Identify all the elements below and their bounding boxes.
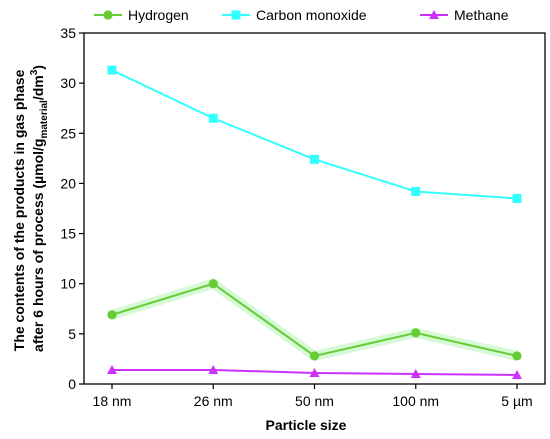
legend-marker: [231, 10, 241, 20]
x-tick-label: 100 nm: [392, 393, 439, 409]
data-point: [411, 328, 421, 338]
legend-marker: [429, 10, 439, 19]
x-tick-label: 26 nm: [194, 393, 233, 409]
legend-label: Methane: [454, 7, 509, 23]
y-tick-label: 30: [60, 75, 76, 91]
data-point: [107, 65, 117, 75]
y-tick-label: 20: [60, 175, 76, 191]
plot-area: [83, 32, 546, 385]
series-carbon-monoxide: [107, 65, 522, 203]
legend: Hydrogen Carbon monoxide Methane: [94, 7, 509, 23]
data-point: [309, 351, 320, 361]
series-methane: [107, 364, 522, 379]
data-point: [107, 364, 117, 374]
y-tick-label: 10: [60, 276, 76, 292]
legend-marker: [103, 10, 113, 20]
data-point: [512, 369, 522, 379]
legend-item: Carbon monoxide: [222, 7, 367, 23]
data-point: [512, 193, 522, 203]
y-tick-label: 0: [68, 376, 76, 392]
y-tick-label: 5: [68, 326, 76, 342]
data-point: [208, 364, 219, 374]
y-axis-title-line2: after 6 hours of process (µmol/gmaterial…: [29, 65, 50, 352]
x-tick-label: 5 µm: [501, 393, 532, 409]
y-axis-title: The contents of the products in gas phas…: [11, 65, 50, 352]
y-axis: 0 5 10 15 20 25 30 35: [60, 25, 84, 392]
data-point: [512, 351, 522, 361]
x-tick-label: 50 nm: [295, 393, 334, 409]
data-point: [208, 113, 218, 123]
series-line: [111, 69, 518, 200]
data-point: [411, 186, 421, 196]
y-tick-label: 35: [60, 25, 76, 41]
legend-label: Carbon monoxide: [256, 7, 367, 23]
series-hydrogen: [107, 278, 522, 361]
data-point: [208, 279, 218, 289]
y-axis-title-line1: The contents of the products in gas phas…: [11, 69, 27, 351]
legend-item: Methane: [420, 7, 509, 23]
y-tick-label: 25: [60, 125, 76, 141]
x-tick-label: 18 nm: [93, 393, 132, 409]
data-point: [310, 154, 319, 164]
data-point: [107, 310, 117, 320]
data-point: [410, 368, 421, 378]
data-point: [309, 367, 320, 377]
legend-label: Hydrogen: [128, 7, 189, 23]
x-axis: 18 nm 26 nm 50 nm 100 nm 5 µm: [93, 384, 533, 409]
y-tick-label: 15: [60, 226, 76, 242]
plot-frame: [83, 32, 546, 385]
x-axis-title: Particle size: [266, 417, 347, 433]
series-line-glow: [110, 278, 519, 361]
legend-item: Hydrogen: [94, 7, 189, 23]
